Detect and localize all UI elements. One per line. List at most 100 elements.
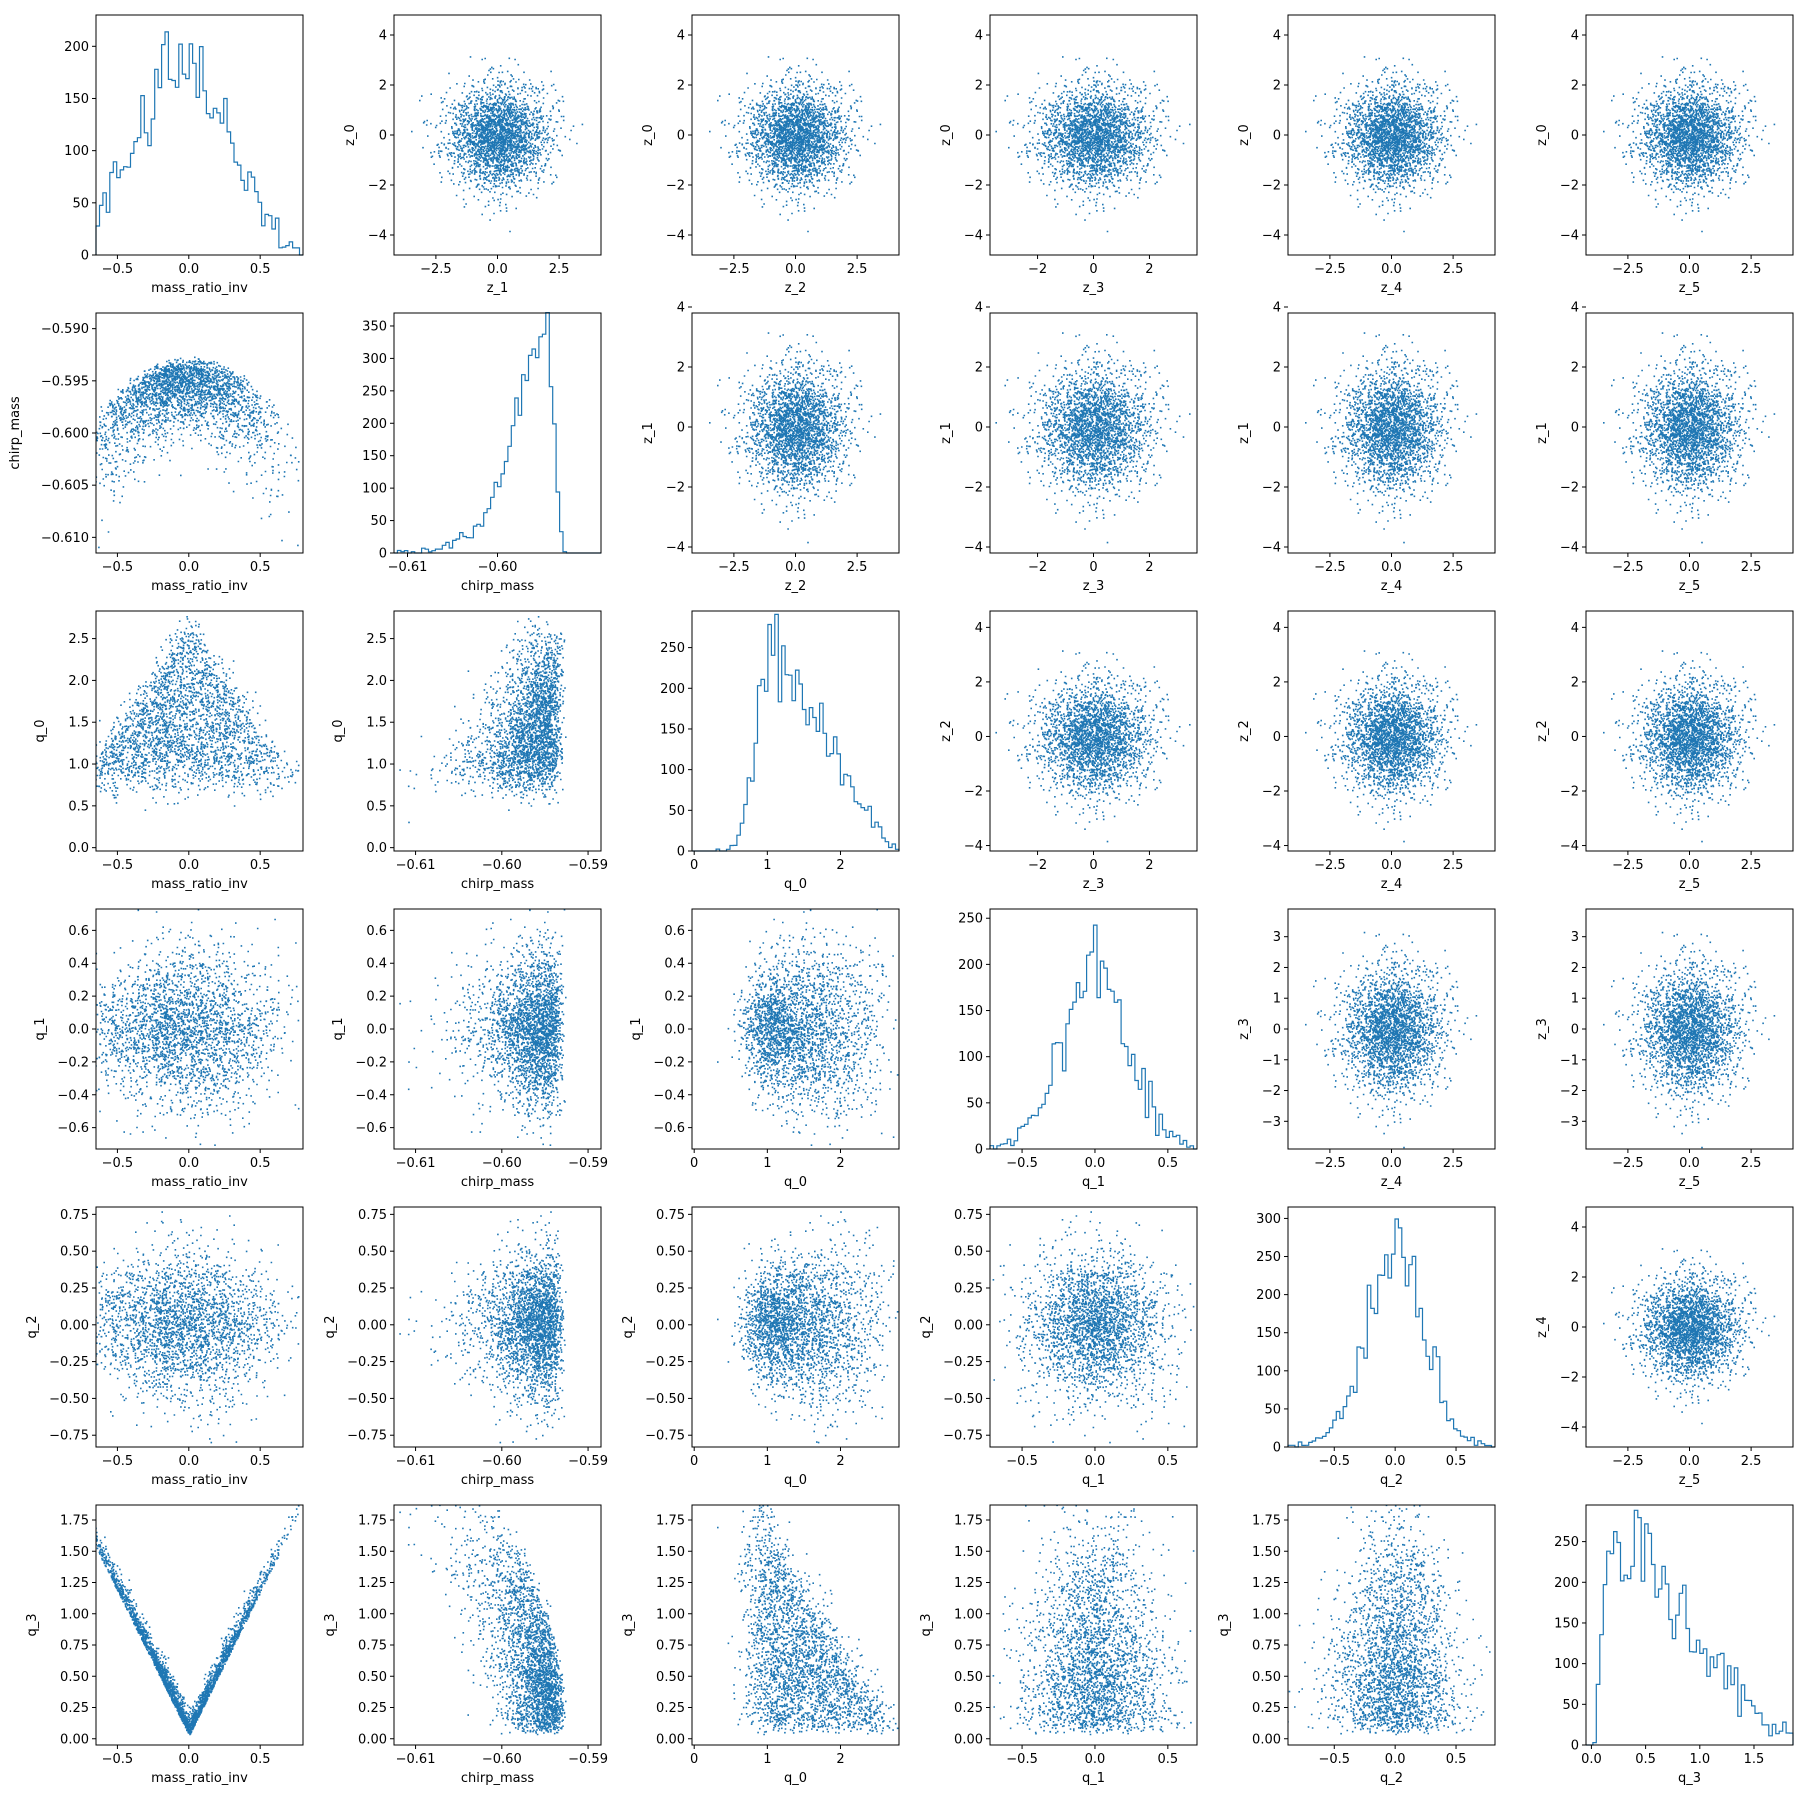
y-tick-label: 0.25 — [656, 1701, 685, 1716]
y-tick-label: 0 — [1273, 421, 1281, 436]
x-tick-label: 0.0 — [1085, 1454, 1106, 1469]
x-tick-label: 2.5 — [1741, 560, 1762, 575]
scatter-z_2-vs-z_4: −2.5 0.0 2.5 −4 −2 0 2 4 z_4 z_2 — [1237, 610, 1496, 892]
y-tick-label: 0 — [975, 730, 983, 745]
y-tick-label: 4 — [677, 29, 685, 44]
histogram-mass_ratio_inv: −0.5 0.0 0.5 0 50 100 150 200 mass_ratio_inv — [64, 14, 304, 296]
y-tick-label: 2 — [379, 79, 387, 94]
scatter-marks — [96, 616, 300, 811]
y-tick-label: −4 — [964, 541, 983, 556]
x-tick-label: 0.0 — [1385, 1454, 1406, 1469]
y-tick-label: −0.75 — [645, 1429, 685, 1444]
y-tick-label: 4 — [975, 29, 983, 44]
histogram-step — [95, 31, 303, 256]
x-tick-label: −0.5 — [102, 858, 134, 873]
y-tick-label: 50 — [1264, 1402, 1281, 1417]
y-tick-label: −0.75 — [943, 1429, 983, 1444]
y-tick-label: 2 — [1273, 361, 1281, 376]
y-tick-label: −4 — [1560, 229, 1579, 244]
y-tick-label: 250 — [660, 641, 685, 656]
y-tick-label: 0.25 — [60, 1281, 89, 1296]
scatter-marks — [709, 332, 882, 544]
x-tick-label: 0.5 — [250, 858, 271, 873]
x-tick-label: −0.60 — [482, 1752, 522, 1767]
x-tick-label: 0.5 — [1446, 1454, 1467, 1469]
y-tick-label: 0.75 — [954, 1639, 983, 1654]
y-axis-label: q_1 — [629, 1017, 644, 1040]
x-tick-label: −0.60 — [482, 1156, 522, 1171]
y-tick-label: −2 — [1262, 179, 1281, 194]
y-axis-label: z_1 — [1535, 422, 1550, 444]
x-tick-label: −0.5 — [1318, 1454, 1350, 1469]
y-tick-label: 4 — [1273, 29, 1281, 44]
x-tick-label: 0.5 — [1158, 1752, 1179, 1767]
y-tick-label: 50 — [72, 196, 89, 211]
y-tick-label: 0.75 — [1252, 1639, 1281, 1654]
x-tick-label: 0.0 — [178, 1752, 199, 1767]
x-tick-label: 0.0 — [487, 262, 508, 277]
y-tick-label: −0.6 — [355, 1121, 387, 1136]
y-tick-label: 0 — [1571, 1321, 1579, 1336]
scatter-marks — [399, 909, 567, 1146]
x-tick-label: 1 — [763, 1156, 771, 1171]
axes-frame — [393, 1206, 602, 1448]
y-tick-label: 0.4 — [68, 957, 89, 972]
x-axis-label: z_4 — [1381, 1175, 1403, 1190]
y-tick-label: 0.00 — [358, 1318, 387, 1333]
x-axis-label: z_4 — [1381, 281, 1403, 296]
y-tick-label: 0.0 — [366, 841, 387, 856]
y-tick-label: −4 — [1262, 229, 1281, 244]
y-tick-label: 0 — [1571, 129, 1579, 144]
y-tick-label: −0.2 — [653, 1055, 685, 1070]
scatter-marks — [1305, 332, 1478, 544]
y-tick-label: 0 — [1571, 730, 1579, 745]
x-tick-label: 2 — [836, 1156, 844, 1171]
x-tick-label: −2.5 — [1612, 858, 1644, 873]
y-tick-label: −2 — [1560, 785, 1579, 800]
x-tick-label: 0.0 — [178, 858, 199, 873]
y-tick-label: 1.50 — [358, 1545, 387, 1560]
x-tick-label: −2.5 — [1314, 262, 1346, 277]
y-tick-label: 1.0 — [68, 758, 89, 773]
x-axis-label: z_5 — [1679, 1175, 1701, 1190]
histogram-q_1: −0.5 0.0 0.5 0 50 100 150 200 250 q_1 — [958, 908, 1198, 1190]
scatter-points — [96, 356, 300, 549]
y-tick-label: 0 — [677, 845, 685, 860]
x-axis-label: mass_ratio_inv — [151, 281, 248, 296]
x-tick-label: −0.61 — [396, 1454, 436, 1469]
y-tick-label: 2.5 — [366, 632, 387, 647]
y-tick-label: −4 — [368, 229, 387, 244]
y-tick-label: 1 — [1571, 992, 1579, 1007]
scatter-marks — [1305, 650, 1478, 843]
y-tick-label: 50 — [1562, 1698, 1579, 1713]
x-tick-label: 0.0 — [1679, 1156, 1700, 1171]
y-tick-label: −4 — [964, 839, 983, 854]
y-tick-label: 0.75 — [656, 1639, 685, 1654]
x-tick-label: −2.5 — [420, 262, 452, 277]
x-tick-label: 0.0 — [178, 1454, 199, 1469]
y-tick-label: −4 — [964, 229, 983, 244]
y-tick-label: 0.50 — [60, 1245, 89, 1260]
y-tick-label: 0.2 — [366, 990, 387, 1005]
y-tick-label: 250 — [1554, 1535, 1579, 1550]
y-axis-label: q_2 — [919, 1315, 934, 1338]
scatter-q_0-vs-mass_ratio_inv: −0.5 0.0 0.5 0.0 0.5 1.0 1.5 2.0 2.5 mass_ratio_i… — [33, 610, 304, 892]
x-axis-label: mass_ratio_inv — [151, 1175, 248, 1190]
scatter-points — [96, 1211, 300, 1444]
y-tick-label: 0.00 — [60, 1732, 89, 1747]
x-tick-label: 1.0 — [1689, 1752, 1710, 1767]
scatter-marks — [1288, 1505, 1491, 1736]
y-axis-label: q_2 — [25, 1315, 40, 1338]
scatter-q_3-vs-q_2: −0.5 0.0 0.5 0.00 0.25 0.50 0.75 1.00 1.25 1.50 1.… — [1217, 1504, 1496, 1786]
y-tick-label: −2 — [666, 179, 685, 194]
histogram-q_0: 0 1 2 0 50 100 150 200 250 q_0 — [660, 610, 900, 892]
scatter-q_3-vs-q_1: −0.5 0.0 0.5 0.00 0.25 0.50 0.75 1.00 1.25 1.50 1.… — [919, 1504, 1198, 1786]
y-tick-label: 0.75 — [358, 1639, 387, 1654]
x-tick-label: 2.5 — [1741, 262, 1762, 277]
y-tick-label: 0.25 — [954, 1281, 983, 1296]
y-tick-label: −0.6 — [653, 1121, 685, 1136]
x-tick-label: 0.0 — [785, 560, 806, 575]
scatter-marks — [992, 1211, 1195, 1444]
x-tick-label: 0.5 — [1635, 1752, 1656, 1767]
x-tick-label: 2.5 — [549, 262, 570, 277]
